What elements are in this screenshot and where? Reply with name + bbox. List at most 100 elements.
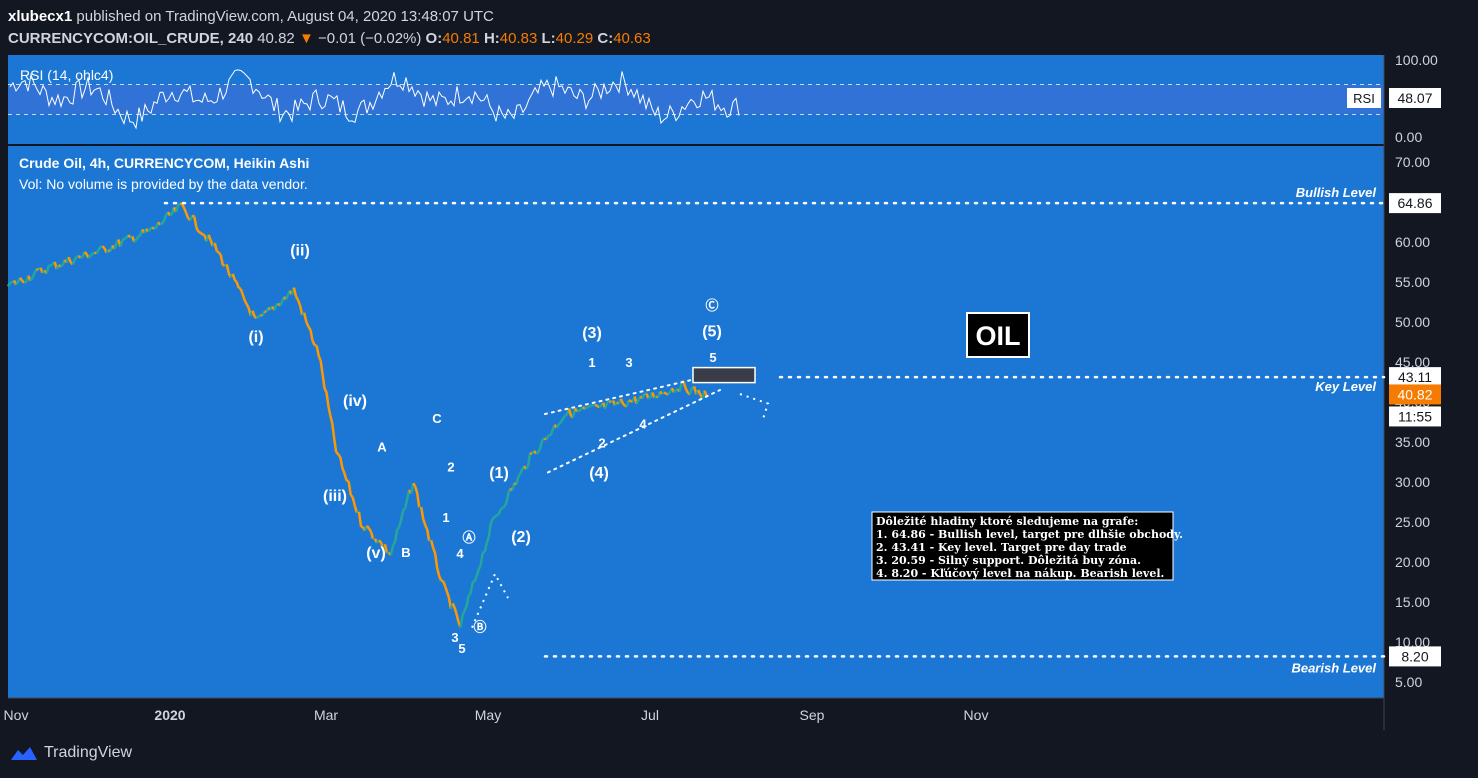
close-value: 40.63 [613,30,651,47]
price-candle [564,413,568,417]
price-candle [153,226,157,230]
price-candle [323,387,328,393]
tradingview-logo-icon [11,747,37,760]
price-candle [101,245,106,249]
last-price: 40.82 [257,30,295,47]
price-candle [567,408,573,417]
price-candle [231,273,236,281]
price-candle [357,511,363,527]
price-candle [543,437,548,441]
price-candle [526,452,532,467]
price-change: −0.01 (−0.02%) [317,30,422,47]
price-candle [665,392,669,396]
price-candle [682,382,688,390]
price-candle [628,399,632,403]
price-candle [545,434,550,440]
price-candle [113,243,118,250]
close-label: C: [597,30,614,47]
price-candle [596,404,600,409]
wave-label: 2 [598,436,605,451]
price-candle [207,234,212,241]
price-candle [517,473,522,478]
wave-label: 4 [456,546,464,561]
y-tick-label: 15.00 [1395,594,1430,610]
price-candle [193,216,198,228]
price-candle [315,345,321,357]
price-candle [475,569,480,577]
price-candle [557,421,562,426]
price-candle [621,402,626,407]
price-candle [195,226,200,233]
price-candle [395,526,401,531]
price-candle [127,234,132,239]
price-candle [435,567,441,577]
level-tag-text: 8.20 [1401,648,1428,664]
price-candle [667,391,671,396]
price-candle [422,518,427,526]
price-candle [123,236,127,240]
author-name[interactable]: xlubecx1 [8,8,73,25]
price-candle [254,315,258,319]
rsi-tag [1347,88,1381,108]
price-candle [327,406,332,417]
price-candle [216,250,220,254]
price-candle [469,582,474,594]
price-candle [349,494,354,499]
rsi-value-tag [1389,88,1441,108]
price-candle [279,301,284,307]
price-candle [367,527,373,533]
price-candle [619,398,625,405]
price-candle [273,304,278,311]
price-candle [6,282,12,287]
wave-label: 2 [447,460,454,475]
price-candle [219,254,225,266]
price-candle [459,615,464,628]
price-candle [578,408,582,412]
price-candle [76,254,79,258]
price-tag [1389,384,1441,405]
price-candle [533,450,538,455]
price-candle [590,403,594,407]
price-candle [335,451,340,456]
price-candle [319,360,324,376]
wave-label: (1) [489,465,509,482]
y-tick-label: 25.00 [1395,514,1430,530]
price-candle [477,564,482,571]
price-candle [296,299,302,307]
level-tag-text: 64.86 [1397,195,1432,211]
x-tick-label: May [475,707,501,723]
price-candle [451,602,456,609]
publish-line: xlubecx1 published on TradingView.com, A… [8,6,651,28]
level-tag [1389,646,1441,667]
y-tick-label: 35.00 [1395,434,1430,450]
price-candle [582,406,586,410]
price-candle [261,310,266,316]
price-candle [559,418,564,424]
price-candle [149,226,153,230]
wave-label: (2) [511,529,531,546]
price-candle [584,406,588,410]
price-candle [561,415,566,420]
wave-label: (iii) [323,488,347,505]
price-candle [573,407,579,413]
note-box [871,511,1174,581]
price-candle [243,299,248,305]
price-candle [588,404,592,408]
symbol-name[interactable]: CURRENCYCOM:OIL_CRUDE, 240 [8,30,254,47]
price-candle [425,529,431,542]
price-candle [95,249,100,254]
price-candle [424,524,429,530]
price-candle [672,389,677,394]
price-candle [515,476,520,485]
price-candle [325,392,330,407]
price-candle [31,272,36,279]
price-candle [137,234,142,238]
price-candle [169,212,173,217]
x-tick-label: 2020 [154,707,185,723]
price-candle [307,325,312,331]
x-tick-label: Sep [800,707,825,723]
price-candle [549,429,554,436]
footer-brand[interactable]: TradingView [44,744,133,761]
price-candle [267,306,272,311]
